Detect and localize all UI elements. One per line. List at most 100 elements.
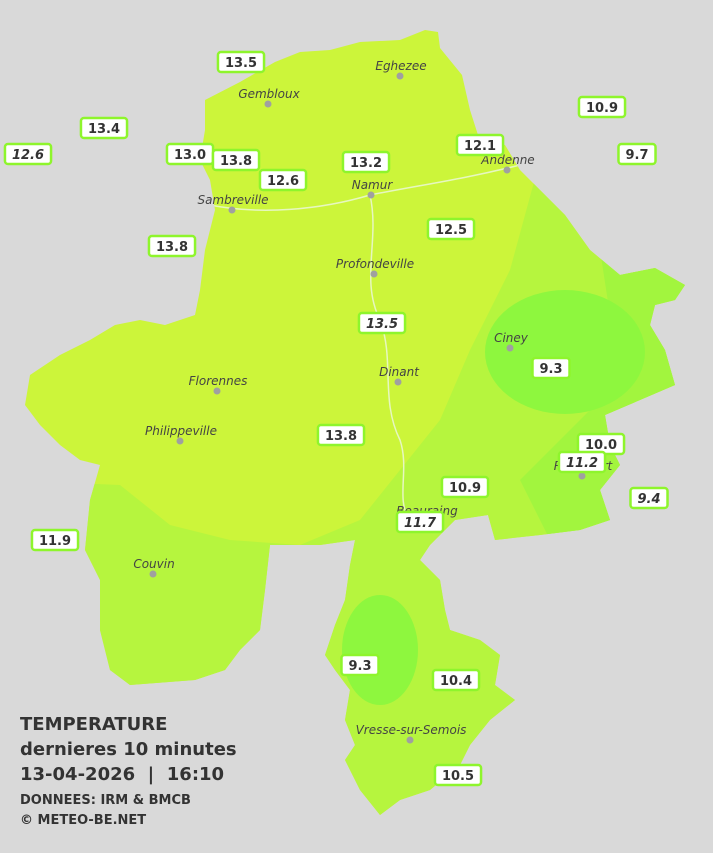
station-value: 12.6 (12, 148, 44, 163)
station-box (557, 450, 607, 474)
station-value: 13.2 (350, 156, 382, 171)
station-value: 13.4 (88, 122, 120, 137)
station-box (30, 528, 80, 552)
station-box (455, 133, 505, 157)
station-value: 13.0 (174, 148, 206, 163)
station-box (79, 116, 129, 140)
station-value: 11.7 (404, 516, 437, 531)
station-box (431, 668, 481, 692)
station: 13.8 (211, 148, 261, 172)
station-box (216, 50, 266, 74)
station-box (340, 653, 380, 677)
stations: 13.5 13.4 12.6 13.0 13.8 12.6 13.2 12.1 10.9 9.7 1… (3, 50, 669, 787)
station: 13.2 (341, 150, 391, 174)
city-dot (264, 100, 272, 108)
city-dot (228, 206, 236, 214)
station-box (316, 423, 366, 447)
legend-subtitle: dernieres 10 minutes (20, 739, 237, 760)
station-value: 10.5 (442, 769, 474, 784)
city-dot (396, 72, 404, 80)
station-box (577, 95, 627, 119)
station: 11.2 (557, 450, 607, 474)
city-dot (503, 166, 511, 174)
station: 9.7 (617, 142, 657, 166)
station-value: 10.9 (586, 101, 618, 116)
city-label: Vresse-sur-Semois (356, 723, 467, 737)
station-value: 12.5 (435, 223, 467, 238)
legend: TEMPERATURE dernieres 10 minutes 13-04-2… (20, 714, 237, 828)
station: 11.7 (395, 510, 445, 534)
station-box (426, 217, 476, 241)
station-value: 11.2 (566, 456, 598, 471)
station-box (617, 142, 657, 166)
city-dot (213, 387, 221, 395)
station-box (3, 142, 53, 166)
city-label: Dinant (379, 365, 420, 379)
station: 10.9 (577, 95, 627, 119)
legend-copyright: © METEO-BE.NET (20, 813, 146, 828)
station: 10.9 (440, 475, 490, 499)
station-box (341, 150, 391, 174)
city-label: Eghezee (375, 59, 426, 73)
city-dot (506, 344, 514, 352)
legend-datetime: 13-04-2026 | 16:10 (20, 764, 224, 785)
city-label: Gembloux (238, 87, 300, 101)
station-box (258, 168, 308, 192)
station: 9.3 (340, 653, 380, 677)
station-value: 13.8 (220, 154, 252, 169)
city-label: Couvin (133, 557, 174, 571)
city-label: Sambreville (197, 193, 268, 207)
city-dot (367, 191, 375, 199)
city-label: Philippeville (145, 424, 217, 438)
city-label: Ciney (494, 331, 529, 345)
station: 13.8 (316, 423, 366, 447)
station-value: 12.1 (464, 139, 496, 154)
station: 9.3 (531, 356, 571, 380)
city-dot (370, 270, 378, 278)
station-box (433, 763, 483, 787)
zone-cold (342, 595, 418, 705)
station-value: 9.3 (348, 659, 371, 674)
city-label: Profondeville (336, 257, 414, 271)
station-box (357, 311, 407, 335)
station: 10.5 (433, 763, 483, 787)
city-dot (149, 570, 157, 578)
station-value: 12.6 (267, 174, 299, 189)
city-label: Andenne (480, 153, 534, 167)
station-value: 10.4 (440, 674, 472, 689)
station-box (211, 148, 261, 172)
station-box (531, 356, 571, 380)
station: 13.4 (79, 116, 129, 140)
river (369, 194, 411, 521)
station-value: 13.5 (225, 56, 257, 71)
station-box (629, 486, 669, 510)
station-box (395, 510, 445, 534)
station: 13.5 (216, 50, 266, 74)
station-value: 9.4 (637, 492, 660, 507)
station: 12.6 (258, 168, 308, 192)
cities: Eghezee Gembloux Andenne Namur Sambreville Pr… (133, 59, 614, 744)
city-dot (176, 437, 184, 445)
station: 12.5 (426, 217, 476, 241)
station-value: 13.8 (156, 240, 188, 255)
station: 12.6 (3, 142, 53, 166)
station-box (147, 234, 197, 258)
station: 13.5 (357, 311, 407, 335)
legend-title: TEMPERATURE (20, 714, 167, 735)
city-dot (578, 472, 586, 480)
station: 13.0 (165, 142, 215, 166)
city-label: Florennes (189, 374, 248, 388)
zone-cold (485, 290, 645, 414)
station-value: 9.3 (539, 362, 562, 377)
station-value: 11.9 (39, 534, 71, 549)
station: 10.0 (576, 432, 626, 456)
station-value: 13.5 (366, 317, 398, 332)
station: 13.8 (147, 234, 197, 258)
legend-source: DONNEES: IRM & BMCB (20, 793, 191, 808)
station-value: 13.8 (325, 429, 357, 444)
city-dot (394, 378, 402, 386)
station: 10.4 (431, 668, 481, 692)
station-value: 10.0 (585, 438, 617, 453)
station-value: 9.7 (625, 148, 648, 163)
